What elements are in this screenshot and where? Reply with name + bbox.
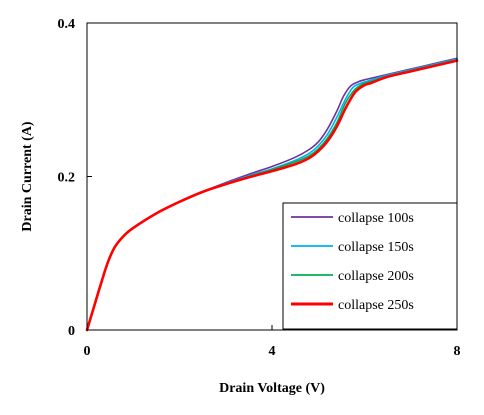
legend-label-collapse-200s: collapse 200s (338, 269, 414, 284)
y-axis-title: Drain Current (A) (20, 121, 35, 232)
x-tick-label: 8 (454, 344, 461, 359)
legend-label-collapse-100s: collapse 100s (338, 211, 414, 226)
y-tick-label: 0.2 (58, 171, 76, 186)
series-line-collapse-250s (85, 59, 459, 332)
y-tick-label: 0.4 (58, 17, 76, 32)
legend: collapse 100s collapse 150s collapse 200s c… (282, 202, 458, 330)
y-tick-label: 0 (68, 324, 75, 339)
legend-label-collapse-150s: collapse 150s (338, 240, 414, 255)
x-tick-label: 0 (84, 344, 91, 359)
x-axis-title: Drain Voltage (V) (219, 381, 325, 396)
series-layer (85, 57, 459, 332)
legend-label-collapse-250s: collapse 250s (338, 298, 414, 313)
legend-box (282, 202, 458, 330)
ticks-layer: 0 4 8 0 0.2 0.4 (58, 17, 461, 359)
x-tick-label: 4 (269, 344, 276, 359)
